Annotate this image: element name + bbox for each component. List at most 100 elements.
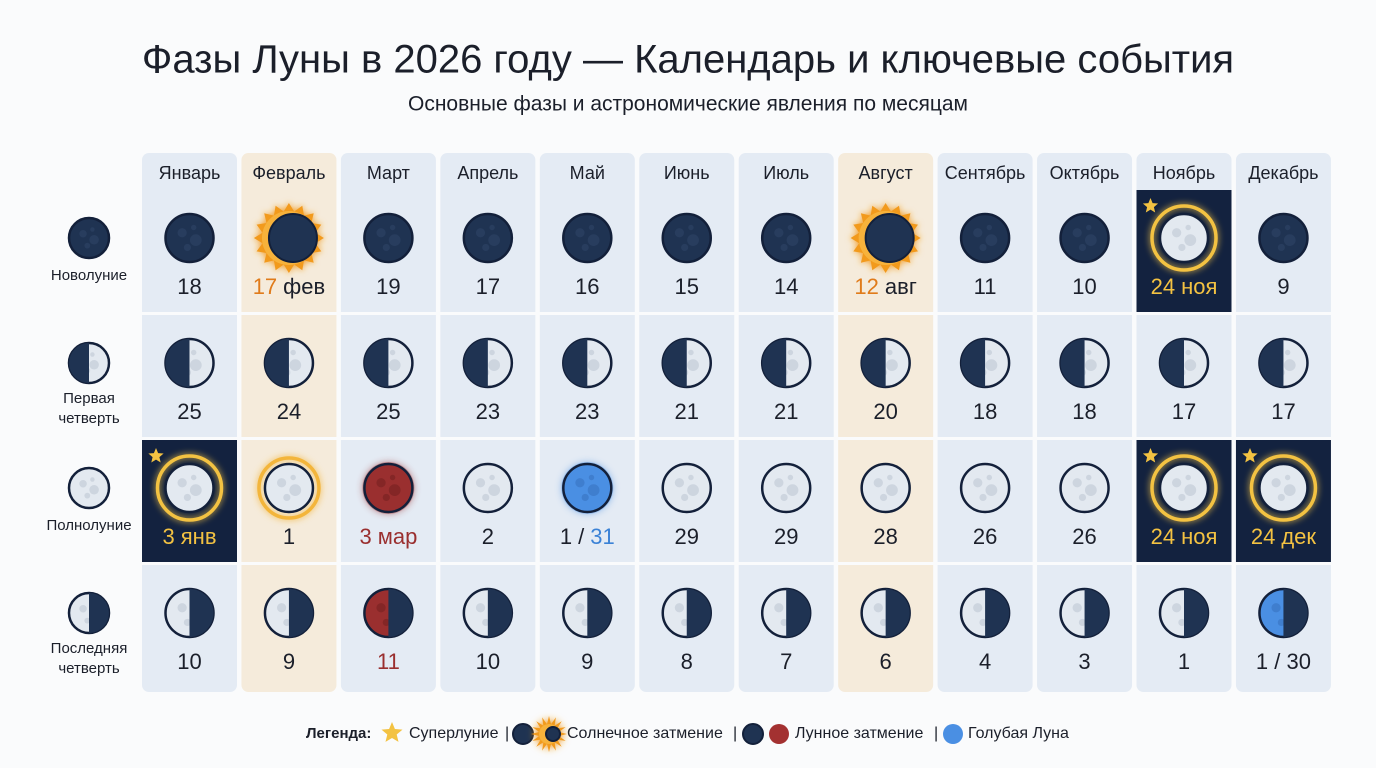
cell-label: 9: [581, 649, 593, 674]
cell-value: 17: [476, 274, 500, 299]
crater: [1072, 603, 1082, 613]
cell-label: 15: [675, 274, 699, 299]
crater: [389, 474, 396, 481]
month-column: [241, 153, 337, 692]
cell-value: 26: [1072, 524, 1096, 549]
crater: [1184, 359, 1197, 371]
cell: 2: [462, 462, 514, 549]
moon: [760, 462, 812, 514]
legend-item: Голубая Луна: [968, 725, 1069, 742]
crater: [177, 603, 187, 613]
legend-item: Солнечное затмение: [567, 725, 723, 742]
cell-value: 9: [1277, 274, 1289, 299]
cell-value: 18: [177, 274, 201, 299]
cell-label: 7: [780, 649, 792, 674]
legend-icon: [943, 724, 963, 744]
cell-label: 23: [575, 399, 599, 424]
cell-value: 19: [376, 274, 400, 299]
cell: 15: [661, 212, 712, 299]
star: [148, 448, 164, 463]
crater: [879, 493, 888, 502]
moon-shadow: [89, 593, 109, 633]
cell-label: 24 дек: [1251, 524, 1317, 549]
cell: 25: [164, 337, 215, 424]
crater: [780, 493, 788, 502]
crater: [1084, 359, 1097, 371]
moon-shadow: [885, 589, 910, 637]
cell-label: 16: [575, 274, 599, 299]
cell-value: 9: [581, 649, 593, 674]
crater: [688, 224, 694, 231]
cell-label: 26: [1072, 524, 1096, 549]
moon-shadow: [364, 339, 389, 387]
cell-value: 11: [974, 274, 997, 299]
cell-label: 4: [979, 649, 991, 674]
separator: |: [733, 725, 737, 742]
moon: [1059, 212, 1110, 264]
moon: [864, 213, 915, 263]
crater: [979, 618, 987, 627]
row-separator: [142, 562, 1331, 565]
cell: 24: [263, 337, 315, 424]
cell: 20: [860, 337, 911, 424]
cell-label: 8: [681, 649, 693, 674]
month-name: Ноябрь: [1153, 163, 1215, 183]
cell-value: 24: [277, 399, 301, 424]
moon-shadow: [1184, 589, 1208, 637]
cell-suffix: дек: [1281, 524, 1316, 549]
cell-label: 10: [177, 649, 201, 674]
cell-value: 3: [359, 524, 371, 549]
cell: 1 /31: [560, 462, 615, 549]
crater: [177, 228, 187, 238]
halo: [257, 456, 321, 520]
crater: [283, 493, 291, 502]
cell: 19: [363, 212, 414, 299]
crater: [79, 480, 87, 488]
crater: [389, 349, 396, 356]
cell: 18: [1059, 337, 1110, 424]
cell-label: 18: [1072, 399, 1096, 424]
month-name: Июль: [763, 163, 809, 183]
cell-label: 29: [774, 524, 798, 549]
moon-shadow: [961, 339, 986, 387]
cell-value: 10: [1072, 274, 1096, 299]
crater: [1271, 478, 1281, 488]
crater: [475, 478, 486, 488]
crater: [382, 493, 390, 502]
crater: [90, 352, 95, 357]
cell: 9: [562, 587, 613, 674]
cell-value: 25: [177, 399, 201, 424]
cell-suffix: ноя: [1181, 274, 1217, 299]
cell-label: 3 мар: [359, 524, 417, 549]
cell-value: 3: [163, 524, 175, 549]
cell-value: 23: [575, 399, 599, 424]
cell-suffix: авг: [885, 274, 917, 299]
cell: 26: [1059, 462, 1110, 549]
row-separator: [142, 437, 1331, 440]
crater: [276, 603, 287, 613]
crater: [183, 618, 191, 627]
crater: [688, 349, 694, 356]
cell-label: 9: [1277, 274, 1289, 299]
moon: [562, 462, 613, 514]
crater: [382, 243, 390, 252]
month-name: Март: [367, 163, 410, 183]
crater: [1184, 484, 1197, 496]
calendar-grid: Январь Февраль Март Апрель Май Июнь Июль Август…: [46, 153, 1331, 692]
crater: [1086, 224, 1092, 231]
halo: [155, 454, 224, 522]
crater: [687, 359, 699, 371]
crater: [1271, 228, 1281, 238]
moon-shadow: [686, 589, 711, 637]
crater: [973, 603, 983, 613]
crater: [189, 484, 202, 496]
legend-item: Суперлуние: [409, 725, 499, 742]
crater: [190, 349, 197, 356]
moon: [1158, 462, 1210, 514]
legend-title: Легенда:: [306, 725, 371, 742]
cell-value: 1 /: [560, 524, 585, 549]
moon-shadow: [861, 339, 886, 387]
cell-label: 18: [177, 274, 201, 299]
cell-value: 14: [774, 274, 798, 299]
row-separator: [142, 312, 1331, 315]
